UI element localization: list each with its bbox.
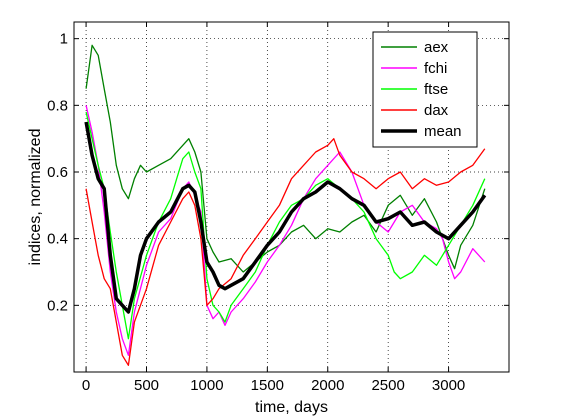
x-tick-label: 3000: [432, 377, 465, 394]
x-axis-label: time, days: [255, 399, 328, 416]
series-line-ftse: [85, 111, 486, 340]
legend: aex fchi ftse dax mean: [372, 31, 478, 148]
y-tick-label: 0.8: [47, 97, 68, 114]
legend-label-dax: dax: [424, 102, 449, 119]
axis-ticks: 0 500 1000 1500 2000 2500 3000 0.2 0.4 0.6 0.8 1: [47, 22, 509, 394]
legend-label-mean: mean: [424, 123, 462, 140]
x-tick-label: 0: [82, 377, 90, 394]
y-tick-label: 1: [60, 31, 68, 48]
legend-label-fchi: fchi: [424, 60, 447, 77]
series-line-mean: [84, 121, 487, 314]
y-tick-label: 0.6: [47, 164, 68, 181]
y-tick-label: 0.2: [47, 297, 68, 314]
series-line-aex: [85, 44, 486, 273]
y-axis-label: indices, normalized: [27, 129, 44, 266]
x-tick-label: 2000: [311, 377, 344, 394]
y-tick-label: 0.4: [47, 231, 68, 248]
series-line-dax: [85, 138, 486, 366]
legend-label-aex: aex: [424, 39, 449, 56]
x-tick-label: 2500: [371, 377, 404, 394]
x-tick-label: 1000: [190, 377, 223, 394]
x-tick-label: 1500: [251, 377, 284, 394]
series-group: [84, 44, 487, 366]
legend-label-ftse: ftse: [424, 81, 448, 98]
series-line-fchi: [85, 105, 486, 356]
x-tick-label: 500: [134, 377, 159, 394]
axes-frame: [73, 21, 510, 373]
